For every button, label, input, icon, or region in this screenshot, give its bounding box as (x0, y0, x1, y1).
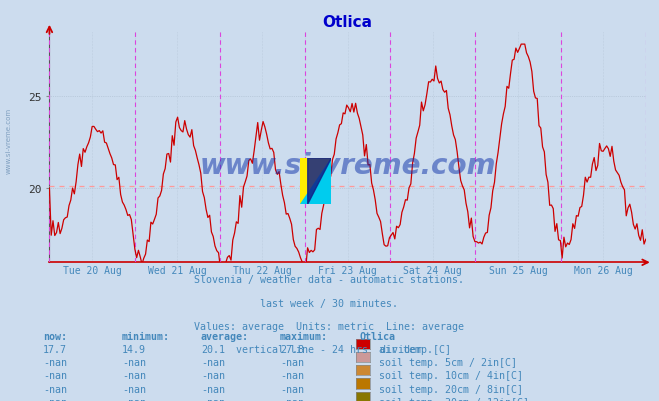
Polygon shape (300, 158, 331, 205)
Text: -nan: -nan (201, 357, 225, 367)
Text: 27.8: 27.8 (280, 344, 304, 354)
Text: 17.7: 17.7 (43, 344, 67, 354)
Text: -nan: -nan (201, 384, 225, 394)
Text: Slovenia / weather data - automatic stations.: Slovenia / weather data - automatic stat… (194, 275, 465, 285)
Text: 14.9: 14.9 (122, 344, 146, 354)
Text: now:: now: (43, 331, 67, 341)
Text: www.si-vreme.com: www.si-vreme.com (200, 152, 496, 180)
Text: www.si-vreme.com: www.si-vreme.com (5, 107, 11, 173)
Text: minimum:: minimum: (122, 331, 170, 341)
Text: -nan: -nan (122, 371, 146, 381)
Text: 20.1: 20.1 (201, 344, 225, 354)
Text: -nan: -nan (280, 371, 304, 381)
Text: Values: average  Units: metric  Line: average: Values: average Units: metric Line: aver… (194, 321, 465, 331)
Text: average:: average: (201, 331, 249, 341)
Text: soil temp. 10cm / 4in[C]: soil temp. 10cm / 4in[C] (379, 371, 523, 381)
Text: -nan: -nan (122, 397, 146, 401)
Text: soil temp. 30cm / 12in[C]: soil temp. 30cm / 12in[C] (379, 397, 529, 401)
Text: air temp.[C]: air temp.[C] (379, 344, 451, 354)
Text: maximum:: maximum: (280, 331, 328, 341)
Text: -nan: -nan (43, 371, 67, 381)
Text: -nan: -nan (43, 397, 67, 401)
Text: -nan: -nan (280, 397, 304, 401)
Text: last week / 30 minutes.: last week / 30 minutes. (260, 298, 399, 308)
Polygon shape (308, 158, 331, 205)
Text: -nan: -nan (122, 384, 146, 394)
Text: -nan: -nan (122, 357, 146, 367)
Polygon shape (300, 158, 331, 205)
Text: -nan: -nan (201, 371, 225, 381)
Text: soil temp. 5cm / 2in[C]: soil temp. 5cm / 2in[C] (379, 357, 517, 367)
Text: vertical line - 24 hrs  divider: vertical line - 24 hrs divider (237, 344, 422, 354)
Text: Otlica: Otlica (359, 331, 395, 341)
Text: soil temp. 20cm / 8in[C]: soil temp. 20cm / 8in[C] (379, 384, 523, 394)
Text: -nan: -nan (43, 357, 67, 367)
Text: -nan: -nan (201, 397, 225, 401)
Text: -nan: -nan (43, 384, 67, 394)
Text: -nan: -nan (280, 357, 304, 367)
Text: www.si-vreme.com: www.si-vreme.com (200, 152, 496, 180)
Title: Otlica: Otlica (323, 14, 372, 30)
Text: -nan: -nan (280, 384, 304, 394)
